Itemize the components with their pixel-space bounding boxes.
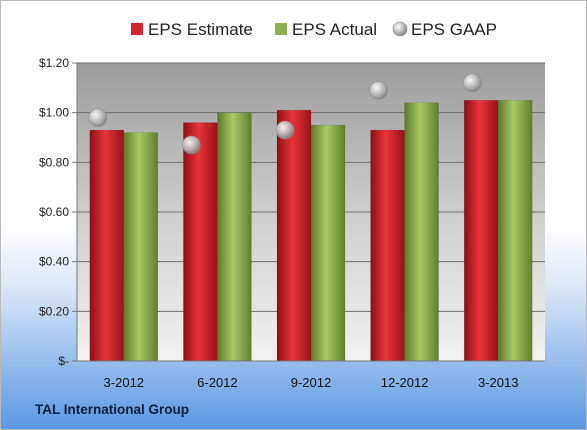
estimate-bar-6-2012: [183, 122, 218, 362]
y-tick-label: $1.20: [39, 56, 69, 70]
y-tick-label: $1.00: [39, 106, 69, 120]
x-tick-label: 3-2013: [478, 375, 518, 390]
estimate-bar-3-2013: [463, 100, 499, 362]
legend: EPS Estimate EPS Actual EPS GAAP: [131, 20, 497, 39]
legend-swatch: [131, 23, 143, 35]
legend-label: EPS GAAP: [411, 20, 497, 39]
y-axis: $- $0.20 $0.40 $0.60 $0.80 $1.00 $1.20: [39, 56, 78, 368]
bars: [89, 100, 533, 362]
legend-item: EPS Actual: [275, 20, 377, 39]
legend-swatch: [392, 21, 408, 37]
legend-label: EPS Estimate: [148, 20, 253, 39]
gaap-point-3-2013: [462, 73, 482, 93]
gaap-point-3-2012: [88, 108, 108, 127]
actual-bar-3-2013: [497, 100, 533, 362]
actual-bar-3-2012: [123, 132, 159, 362]
x-tick-label: 6-2012: [197, 375, 237, 390]
x-tick-label: 9-2012: [291, 375, 331, 390]
y-tick-label: $0.40: [39, 255, 69, 269]
estimate-bar-9-2012: [276, 109, 312, 362]
y-tick-label: $-: [58, 354, 69, 368]
x-axis: 3-2012 6-2012 9-2012 12-2012 3-2013: [77, 360, 545, 390]
legend-item: EPS Estimate: [131, 20, 253, 39]
y-tick-label: $0.80: [39, 155, 69, 169]
y-tick-label: $0.60: [39, 205, 69, 219]
x-tick-label: 12-2012: [381, 375, 429, 390]
gaap-point-12-2012: [369, 81, 388, 100]
y-tick-label: $0.20: [39, 304, 69, 318]
legend-swatch: [275, 23, 287, 35]
actual-bar-9-2012: [310, 124, 346, 362]
estimate-bar-3-2012: [89, 129, 125, 362]
company-name: TAL International Group: [35, 402, 189, 417]
legend-label: EPS Actual: [292, 20, 377, 39]
estimate-bar-12-2012: [370, 129, 405, 362]
x-tick-label: 3-2012: [104, 375, 144, 390]
actual-bar-12-2012: [404, 102, 439, 362]
gaap-point-9-2012: [275, 120, 295, 140]
gaap-point-6-2012: [182, 135, 201, 155]
gaap-points: [88, 73, 482, 155]
legend-item: EPS GAAP: [392, 20, 497, 39]
actual-bar-6-2012: [217, 112, 252, 362]
